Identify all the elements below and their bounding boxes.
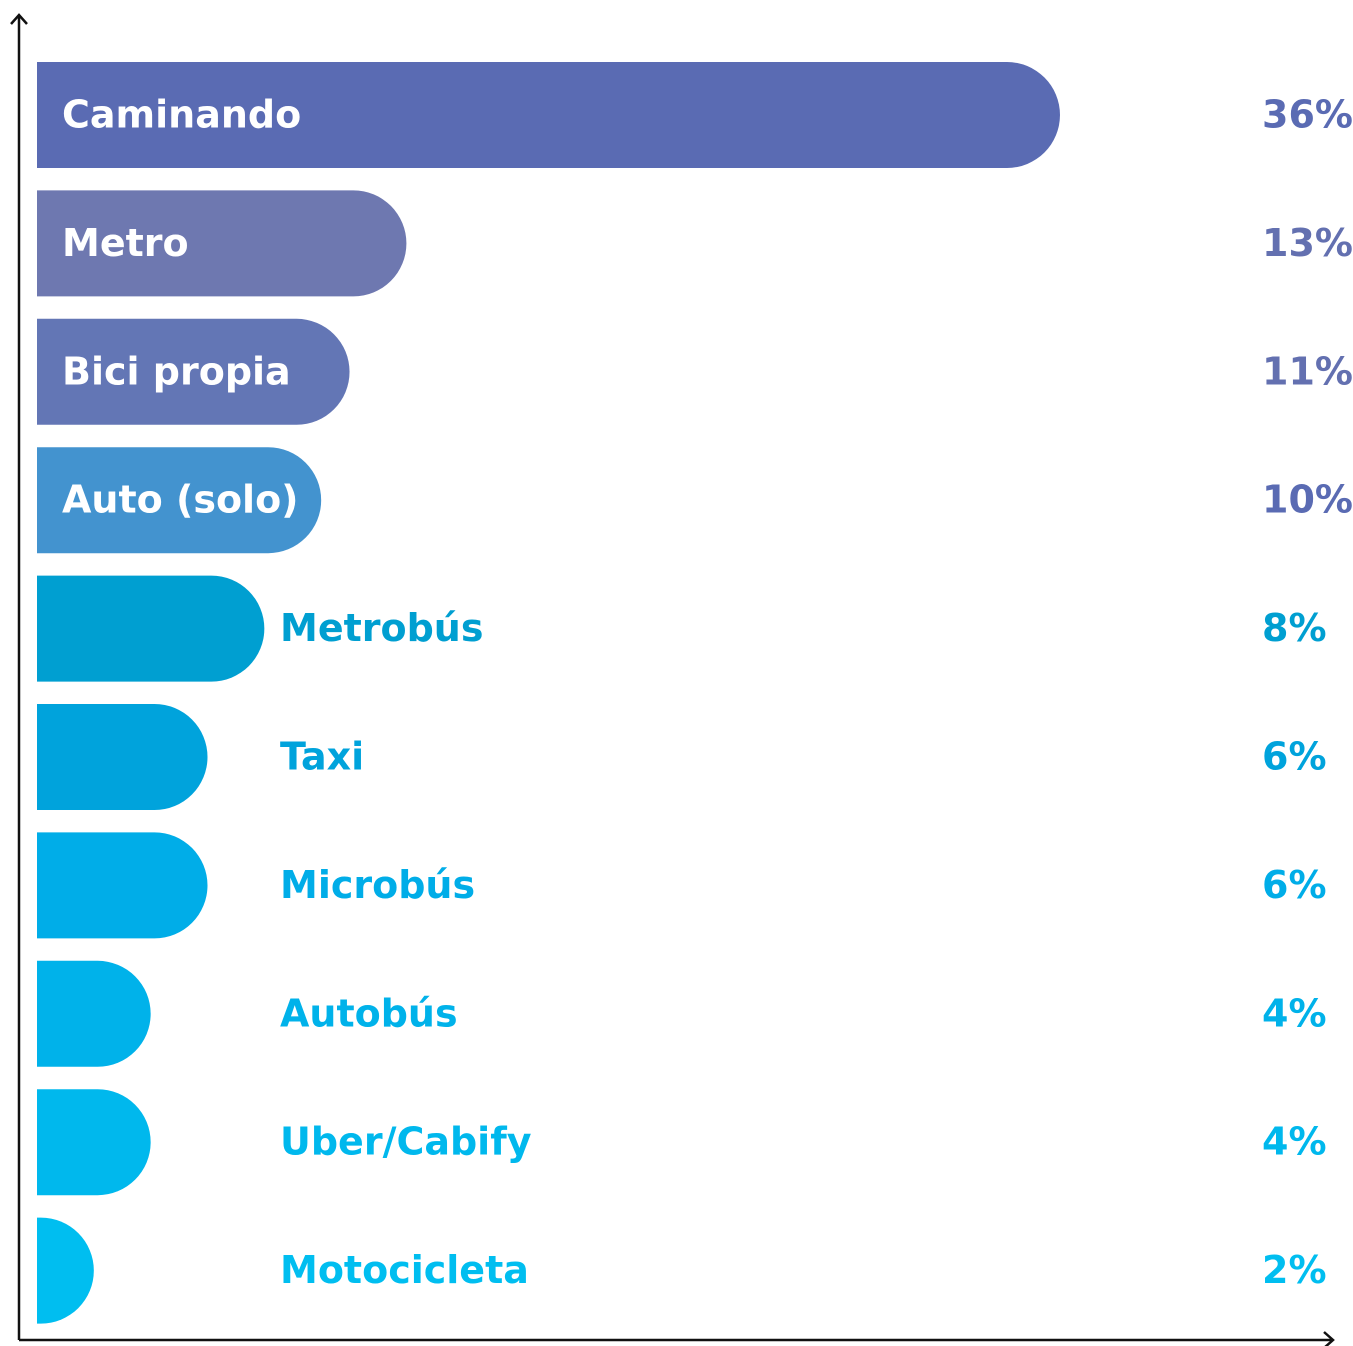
bar [37,832,208,939]
axes [10,13,1335,1346]
category-label: Auto (solo) [62,478,299,522]
category-label: Caminando [62,93,301,137]
bar [37,190,407,297]
category-label: Bici propia [62,349,291,393]
value-label: 13% [1262,221,1353,265]
category-label: Metro [62,221,189,265]
x-axis-arrow [1323,1331,1335,1346]
y-axis-arrow [10,13,28,25]
category-label: Taxi [280,735,364,779]
value-label: 6% [1262,735,1327,779]
value-label: 2% [1262,1248,1327,1292]
bar [37,447,322,554]
bar [37,62,1060,168]
value-label: 6% [1262,863,1327,907]
bar [37,1217,94,1324]
category-label: Motocicleta [280,1248,529,1292]
value-label: 11% [1262,349,1353,393]
value-label: 10% [1262,478,1353,522]
category-label: Metrobús [280,606,483,650]
value-label: 8% [1262,606,1327,650]
category-label: Autobús [280,991,458,1035]
category-label: Microbús [280,863,475,907]
value-label: 4% [1262,1120,1327,1164]
value-label: 36% [1262,93,1353,137]
bar [37,1089,151,1196]
bar [37,704,208,810]
bar [37,960,151,1067]
category-label: Uber/Cabify [280,1120,532,1164]
bar [37,318,350,425]
bar [37,575,265,682]
value-label: 4% [1262,991,1327,1035]
